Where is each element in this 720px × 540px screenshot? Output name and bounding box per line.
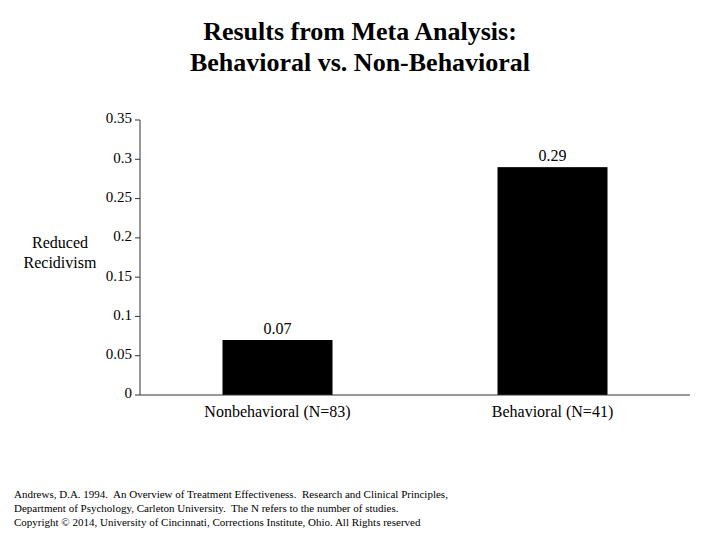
footer-note: Andrews, D.A. 1994. An Overview of Treat… xyxy=(14,488,448,528)
y-tick xyxy=(135,355,140,356)
y-tick-label: 0.35 xyxy=(106,110,132,126)
background xyxy=(0,0,720,540)
title-line: Results from Meta Analysis: xyxy=(203,17,517,46)
data-label: 0.29 xyxy=(539,147,567,164)
y-tick-label: 0.05 xyxy=(106,346,132,362)
y-axis-line xyxy=(140,120,141,395)
title: Results from Meta Analysis:Behavioral vs… xyxy=(190,17,530,77)
y-tick-label: 0 xyxy=(125,385,133,401)
y-tick xyxy=(135,277,140,278)
y-tick xyxy=(135,395,140,396)
y-tick xyxy=(135,120,140,121)
y-tick-label: 0.25 xyxy=(106,189,132,205)
title-line: Behavioral vs. Non-Behavioral xyxy=(190,48,530,77)
y-tick xyxy=(135,198,140,199)
y-tick-label: 0.2 xyxy=(113,228,132,244)
x-tick-label: Nonbehavioral (N=83) xyxy=(204,403,350,421)
bar xyxy=(498,167,608,395)
data-label: 0.07 xyxy=(264,320,292,337)
y-tick-label: 0.15 xyxy=(106,268,132,284)
x-axis-line xyxy=(140,395,690,396)
bar xyxy=(223,340,333,395)
footer-line: Department of Psychology, Carleton Unive… xyxy=(14,502,399,514)
y-tick xyxy=(135,316,140,317)
footer-line: Andrews, D.A. 1994. An Overview of Treat… xyxy=(14,488,448,500)
chart: Results from Meta Analysis:Behavioral vs… xyxy=(0,0,720,540)
y-tick-label: 0.1 xyxy=(113,307,132,323)
y-axis-label: Reduced Recidivism xyxy=(24,234,97,271)
y-tick xyxy=(135,237,140,238)
x-tick-label: Behavioral (N=41) xyxy=(492,403,613,421)
y-tick-label: 0.3 xyxy=(113,150,132,166)
y-axis-label-line: Reduced xyxy=(32,234,88,251)
y-tick xyxy=(135,159,140,160)
bars xyxy=(223,167,608,395)
footer-line: Copyright © 2014, University of Cincinna… xyxy=(14,516,421,528)
y-axis-label-line: Recidivism xyxy=(24,254,97,271)
